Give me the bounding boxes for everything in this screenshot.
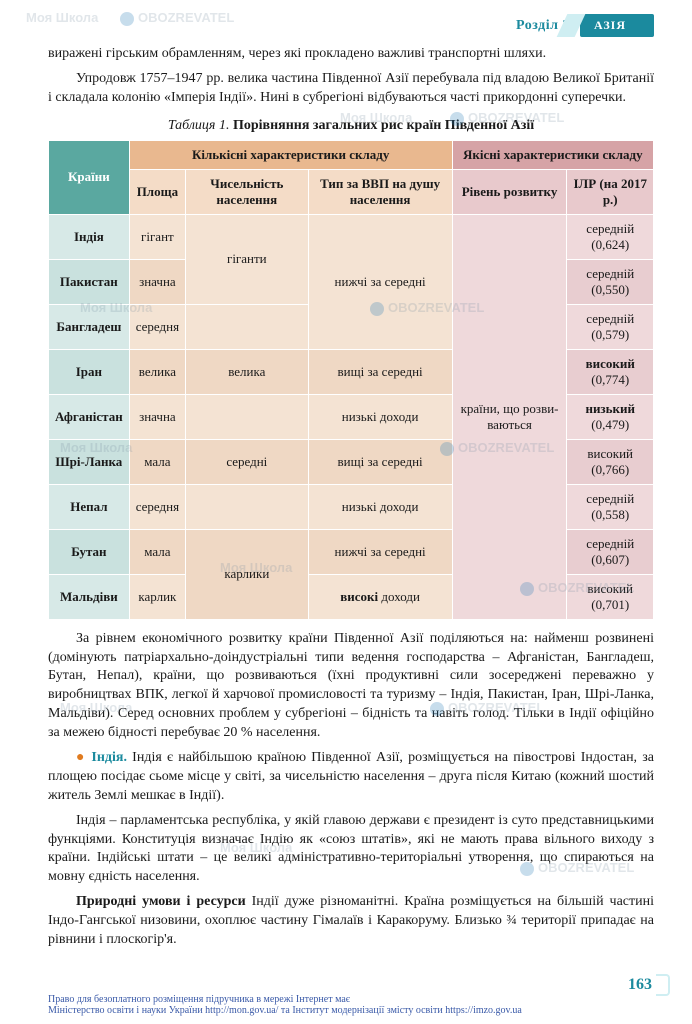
th-qual: Якісні характеристики складу [452, 140, 653, 169]
th-quant: Кількісні характеристики складу [129, 140, 452, 169]
paragraph-4-text: Індія є найбільшою країною Південної Азі… [48, 750, 654, 803]
page-header: Розділ 3 АЗІЯ [48, 0, 654, 45]
region-badge: АЗІЯ [580, 14, 654, 37]
footer: Право для безоплатного розміщення підруч… [0, 994, 692, 1016]
th-hdi: ІЛР (на 2017 р.) [567, 169, 654, 214]
nature-subhead: Природні умови і ресурси [76, 894, 246, 909]
th-gdp: Тип за ВВП на душу населення [308, 169, 452, 214]
footer-line-2: Міністерство освіти і науки України http… [48, 1005, 654, 1016]
page-number-decoration [656, 974, 670, 996]
footer-line-1: Право для безоплатного розміщення підруч… [48, 994, 654, 1005]
paragraph-2: Упродовж 1757–1947 рр. велика частина Пі… [48, 70, 654, 108]
table-caption-number: Таблиця 1. [168, 118, 230, 133]
comparison-table: Країни Кількісні характеристики складу Я… [48, 140, 654, 620]
th-area: Площа [129, 169, 185, 214]
paragraph-3: За рівнем економічного розвитку країни П… [48, 630, 654, 743]
paragraph-1: виражені гірським обрамленням, через які… [48, 45, 654, 64]
table-caption-title: Порівняння загальних рис країн Південної… [233, 118, 534, 133]
bullet-icon: ● [76, 750, 86, 765]
paragraph-5: Індія – парламентська республіка, у якій… [48, 812, 654, 888]
th-pop: Чисельність населення [186, 169, 309, 214]
paragraph-6: Природні умови і ресурси Індії дуже різн… [48, 893, 654, 950]
paragraph-4: ● Індія. Індія є найбільшою країною Півд… [48, 749, 654, 806]
table-caption: Таблиця 1. Порівняння загальних рис краї… [48, 118, 654, 134]
th-country: Країни [49, 140, 130, 214]
india-heading: Індія. [91, 750, 127, 765]
table-row: Індія гігант гіганти нижчі за середні кр… [49, 214, 654, 259]
page-number: 163 [628, 976, 652, 994]
th-level: Рівень розвитку [452, 169, 567, 214]
